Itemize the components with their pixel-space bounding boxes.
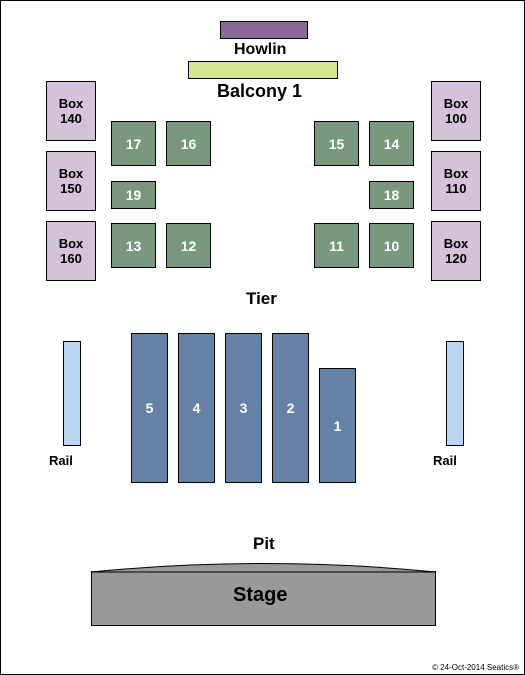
tier-label: Tier — [246, 289, 277, 309]
floor-section-1[interactable]: 1 — [319, 368, 356, 483]
howlin-section[interactable] — [220, 21, 308, 39]
floor-section-5[interactable]: 5 — [131, 333, 168, 483]
box-section-box-150[interactable]: Box150 — [46, 151, 96, 211]
box-section-box-140[interactable]: Box140 — [46, 81, 96, 141]
rail-label-left: Rail — [49, 453, 73, 468]
rail-right[interactable] — [446, 341, 464, 446]
tier-section-11[interactable]: 11 — [314, 223, 359, 268]
tier-section-18[interactable]: 18 — [369, 181, 414, 209]
balcony1-label: Balcony 1 — [217, 81, 302, 102]
floor-section-2[interactable]: 2 — [272, 333, 309, 483]
box-section-box-120[interactable]: Box120 — [431, 221, 481, 281]
floor-section-3[interactable]: 3 — [225, 333, 262, 483]
stage-label: Stage — [233, 584, 287, 607]
tier-section-16[interactable]: 16 — [166, 121, 211, 166]
tier-section-13[interactable]: 13 — [111, 223, 156, 268]
balcony1-section[interactable] — [188, 61, 338, 79]
rail-label-right: Rail — [433, 453, 457, 468]
tier-section-10[interactable]: 10 — [369, 223, 414, 268]
floor-section-4[interactable]: 4 — [178, 333, 215, 483]
rail-left[interactable] — [63, 341, 81, 446]
stage-top-curve — [90, 561, 437, 573]
howlin-label: Howlin — [234, 41, 286, 59]
tier-section-17[interactable]: 17 — [111, 121, 156, 166]
tier-section-19[interactable]: 19 — [111, 181, 156, 209]
copyright-text: © 24-Oct-2014 Seatics® — [432, 663, 519, 672]
box-section-box-110[interactable]: Box110 — [431, 151, 481, 211]
tier-section-14[interactable]: 14 — [369, 121, 414, 166]
box-section-box-100[interactable]: Box100 — [431, 81, 481, 141]
box-section-box-160[interactable]: Box160 — [46, 221, 96, 281]
tier-section-12[interactable]: 12 — [166, 223, 211, 268]
tier-section-15[interactable]: 15 — [314, 121, 359, 166]
pit-label: Pit — [253, 534, 275, 554]
